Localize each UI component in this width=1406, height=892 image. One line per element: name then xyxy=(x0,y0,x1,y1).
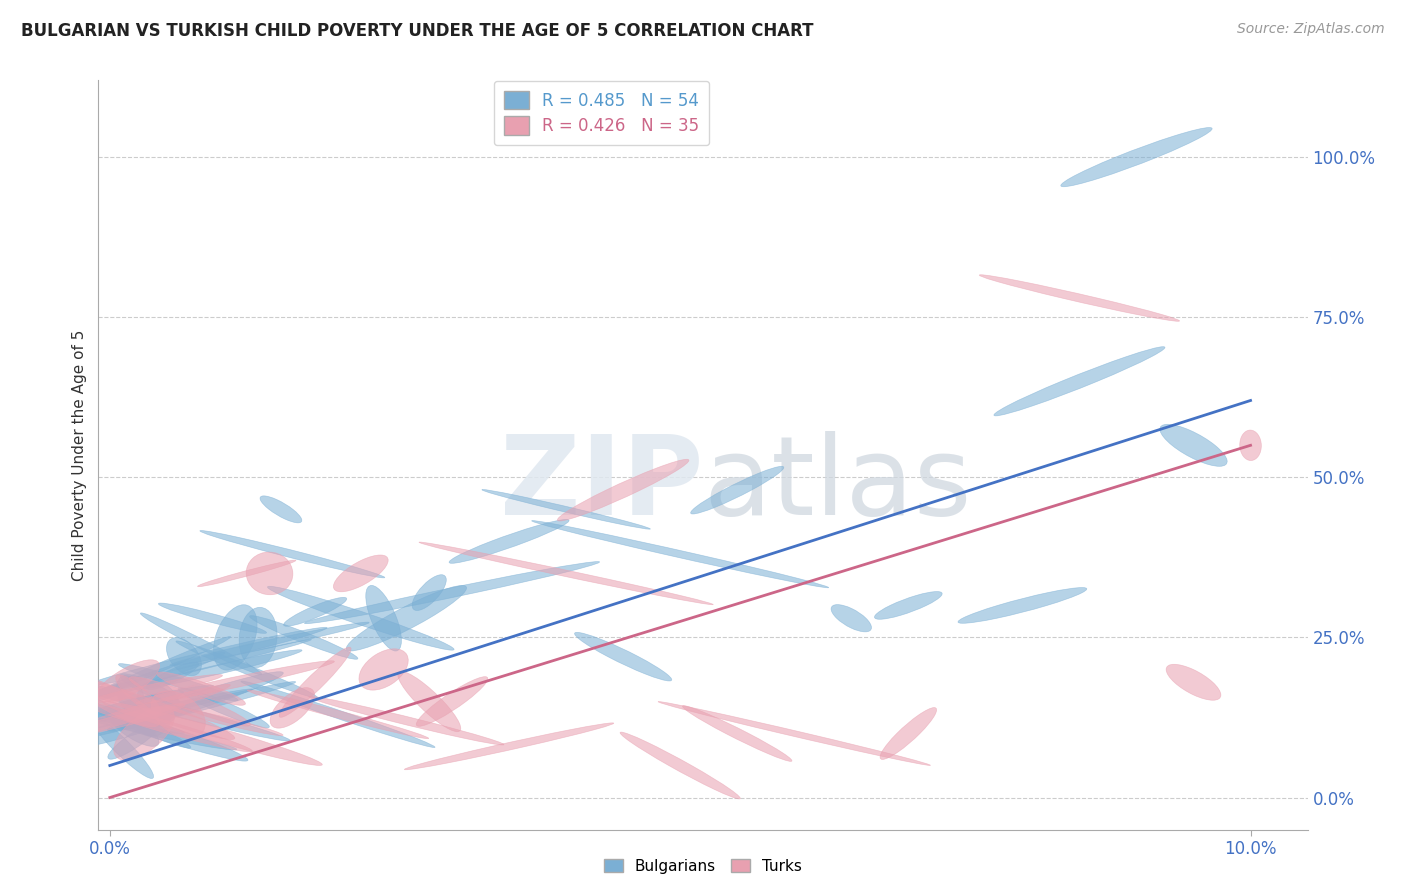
Ellipse shape xyxy=(136,706,170,736)
Ellipse shape xyxy=(94,660,160,705)
Ellipse shape xyxy=(267,586,454,650)
Ellipse shape xyxy=(31,689,253,739)
Ellipse shape xyxy=(1240,430,1261,460)
Ellipse shape xyxy=(159,603,267,633)
Ellipse shape xyxy=(333,555,388,591)
Ellipse shape xyxy=(247,690,429,739)
Ellipse shape xyxy=(416,677,488,726)
Ellipse shape xyxy=(658,702,931,765)
Ellipse shape xyxy=(875,591,942,619)
Ellipse shape xyxy=(89,674,222,703)
Ellipse shape xyxy=(58,704,186,738)
Ellipse shape xyxy=(86,627,328,686)
Ellipse shape xyxy=(156,672,246,706)
Ellipse shape xyxy=(270,688,315,728)
Ellipse shape xyxy=(166,638,201,676)
Ellipse shape xyxy=(240,681,434,747)
Ellipse shape xyxy=(200,531,385,578)
Ellipse shape xyxy=(304,562,600,624)
Ellipse shape xyxy=(880,707,936,759)
Ellipse shape xyxy=(52,652,225,713)
Ellipse shape xyxy=(67,640,312,699)
Ellipse shape xyxy=(108,721,162,759)
Ellipse shape xyxy=(994,347,1166,416)
Ellipse shape xyxy=(690,467,783,514)
Ellipse shape xyxy=(405,723,614,770)
Ellipse shape xyxy=(75,685,214,718)
Ellipse shape xyxy=(682,706,792,762)
Ellipse shape xyxy=(165,706,283,736)
Ellipse shape xyxy=(114,707,174,760)
Ellipse shape xyxy=(136,681,179,722)
Ellipse shape xyxy=(260,496,302,523)
Ellipse shape xyxy=(107,672,284,731)
Ellipse shape xyxy=(82,702,253,752)
Ellipse shape xyxy=(176,641,318,698)
Ellipse shape xyxy=(1166,665,1220,700)
Ellipse shape xyxy=(250,615,359,659)
Ellipse shape xyxy=(70,690,184,725)
Ellipse shape xyxy=(557,459,689,521)
Ellipse shape xyxy=(38,681,295,747)
Ellipse shape xyxy=(146,662,198,690)
Ellipse shape xyxy=(214,605,257,670)
Ellipse shape xyxy=(957,588,1087,624)
Ellipse shape xyxy=(62,708,184,733)
Ellipse shape xyxy=(359,648,408,690)
Ellipse shape xyxy=(136,661,335,704)
Ellipse shape xyxy=(141,613,262,674)
Ellipse shape xyxy=(72,676,159,727)
Ellipse shape xyxy=(1160,425,1227,467)
Ellipse shape xyxy=(117,675,145,714)
Ellipse shape xyxy=(170,622,370,665)
Ellipse shape xyxy=(366,585,402,651)
Ellipse shape xyxy=(35,684,231,744)
Y-axis label: Child Poverty Under the Age of 5: Child Poverty Under the Age of 5 xyxy=(72,329,87,581)
Ellipse shape xyxy=(482,490,651,529)
Ellipse shape xyxy=(398,672,461,731)
Ellipse shape xyxy=(831,605,872,632)
Ellipse shape xyxy=(449,519,569,564)
Ellipse shape xyxy=(239,607,277,667)
Ellipse shape xyxy=(115,675,160,715)
Ellipse shape xyxy=(280,648,352,717)
Ellipse shape xyxy=(197,560,295,587)
Ellipse shape xyxy=(107,707,159,747)
Ellipse shape xyxy=(65,676,235,739)
Ellipse shape xyxy=(346,585,467,651)
Ellipse shape xyxy=(118,664,238,701)
Ellipse shape xyxy=(63,717,174,749)
Ellipse shape xyxy=(1060,128,1212,186)
Ellipse shape xyxy=(135,649,302,690)
Ellipse shape xyxy=(246,552,292,595)
Ellipse shape xyxy=(41,681,191,748)
Ellipse shape xyxy=(103,702,322,765)
Text: BULGARIAN VS TURKISH CHILD POVERTY UNDER THE AGE OF 5 CORRELATION CHART: BULGARIAN VS TURKISH CHILD POVERTY UNDER… xyxy=(21,22,814,40)
Ellipse shape xyxy=(80,637,231,702)
Ellipse shape xyxy=(179,688,270,728)
Ellipse shape xyxy=(412,574,446,610)
Ellipse shape xyxy=(86,717,236,750)
Ellipse shape xyxy=(120,673,180,704)
Ellipse shape xyxy=(419,542,713,605)
Ellipse shape xyxy=(531,521,828,588)
Ellipse shape xyxy=(979,275,1180,321)
Text: Source: ZipAtlas.com: Source: ZipAtlas.com xyxy=(1237,22,1385,37)
Ellipse shape xyxy=(39,674,290,741)
Ellipse shape xyxy=(152,690,205,738)
Ellipse shape xyxy=(284,598,347,626)
Ellipse shape xyxy=(129,677,250,726)
Ellipse shape xyxy=(45,693,247,761)
Text: ZIP: ZIP xyxy=(499,432,703,539)
Ellipse shape xyxy=(575,632,672,681)
Ellipse shape xyxy=(309,697,505,745)
Ellipse shape xyxy=(89,714,153,779)
Ellipse shape xyxy=(620,732,741,799)
Legend: Bulgarians, Turks: Bulgarians, Turks xyxy=(598,853,808,880)
Legend: R = 0.485   N = 54, R = 0.426   N = 35: R = 0.485 N = 54, R = 0.426 N = 35 xyxy=(494,81,709,145)
Text: atlas: atlas xyxy=(703,432,972,539)
